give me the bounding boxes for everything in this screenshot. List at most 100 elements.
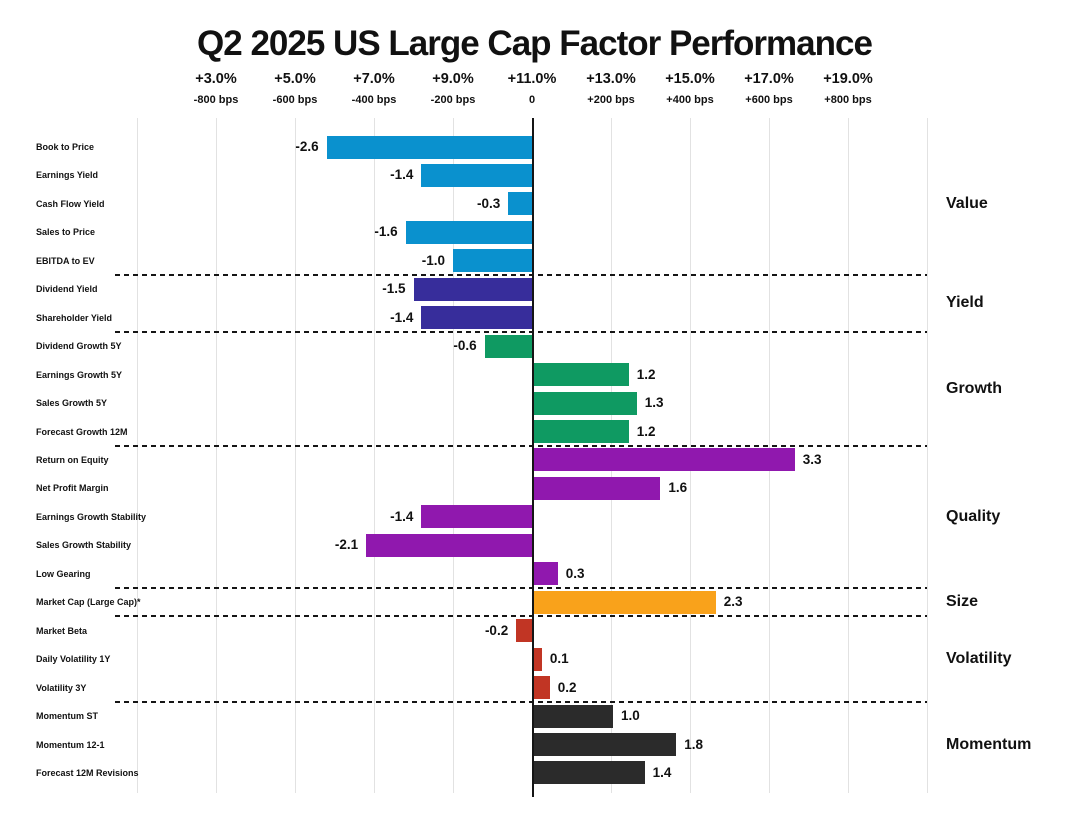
factor-bar-sales-to-price (405, 220, 532, 244)
factor-label-market-cap-large-cap: Market Cap (Large Cap)* (36, 597, 141, 608)
group-label-value: Value (946, 194, 988, 212)
factor-label-net-profit-margin: Net Profit Margin (36, 483, 109, 494)
factor-bar-book-to-price (326, 135, 532, 159)
factor-bar-earnings-growth-5y (534, 363, 629, 387)
axis-tick-pct-3-0: +3.0% (195, 71, 237, 87)
value-label-market-cap-large-cap: 2.3 (723, 594, 743, 610)
group-label-volatility: Volatility (946, 650, 1012, 668)
factor-bar-dividend-yield (413, 277, 532, 301)
axis-tick-bps-0: 0 (528, 94, 536, 106)
factor-label-sales-growth-5y: Sales Growth 5Y (36, 398, 108, 409)
factor-label-momentum-12-1: Momentum 12-1 (36, 739, 105, 750)
value-label-earnings-yield: -1.4 (390, 167, 414, 183)
group-separator-size-volatility (115, 615, 927, 618)
factor-label-momentum-st: Momentum ST (36, 711, 98, 722)
axis-tick-bps-200-bps: +200 bps (587, 94, 635, 106)
gridline (374, 118, 375, 793)
zero-axis-line (532, 118, 534, 797)
value-label-dividend-yield: -1.5 (382, 281, 406, 297)
value-label-sales-to-price: -1.6 (374, 224, 398, 240)
factor-bar-earnings-growth-stability (421, 505, 532, 529)
factor-label-market-beta: Market Beta (36, 625, 88, 636)
factor-label-cash-flow-yield: Cash Flow Yield (36, 198, 105, 209)
axis-tick-pct-9-0: +9.0% (432, 71, 474, 87)
axis-tick-bps-800-bps: +800 bps (824, 94, 872, 106)
factor-bar-daily-volatility-1y (534, 647, 542, 671)
factor-label-shareholder-yield: Shareholder Yield (36, 312, 113, 323)
value-label-shareholder-yield: -1.4 (390, 309, 414, 325)
gridline (453, 118, 454, 793)
value-label-low-gearing: 0.3 (565, 565, 585, 581)
value-label-daily-volatility-1y: 0.1 (549, 651, 569, 667)
factor-bar-market-cap-large-cap (534, 590, 716, 614)
factor-bar-momentum-st (534, 704, 613, 728)
factor-bar-net-profit-margin (534, 476, 661, 500)
value-label-momentum-st: 1.0 (621, 708, 640, 724)
gridline (295, 118, 296, 793)
factor-label-dividend-yield: Dividend Yield (36, 284, 98, 295)
group-label-momentum: Momentum (946, 735, 1032, 753)
axis-tick-pct-5-0: +5.0% (274, 71, 316, 87)
factor-label-book-to-price: Book to Price (36, 142, 95, 152)
group-separator-value-yield (115, 274, 927, 277)
group-separator-quality-size (115, 587, 927, 590)
factor-label-earnings-growth-5y: Earnings Growth 5Y (36, 369, 123, 380)
value-label-ebitda-to-ev: -1.0 (421, 252, 445, 268)
factor-label-low-gearing: Low Gearing (36, 568, 91, 579)
value-label-sales-growth-5y: 1.3 (644, 395, 664, 411)
value-label-forecast-12m-revisions: 1.4 (652, 764, 672, 780)
group-separator-growth-quality (115, 444, 927, 447)
group-label-size: Size (946, 593, 979, 611)
factor-label-sales-growth-stability: Sales Growth Stability (36, 540, 132, 551)
group-separator-volatility-momentum (115, 700, 927, 703)
axis-tick-pct-7-0: +7.0% (353, 71, 395, 87)
factor-label-forecast-12m-revisions: Forecast 12M Revisions (36, 767, 139, 778)
value-label-net-profit-margin: 1.6 (668, 480, 688, 496)
factor-bar-sales-growth-stability (366, 533, 532, 557)
factor-bar-forecast-growth-12m (534, 420, 629, 444)
value-label-book-to-price: -2.6 (295, 139, 319, 154)
factor-bar-low-gearing (534, 562, 558, 586)
factor-label-sales-to-price: Sales to Price (36, 227, 96, 238)
gridline (216, 118, 217, 793)
axis-tick-pct-17-0: +17.0% (744, 71, 794, 87)
factor-bar-return-on-equity (534, 448, 795, 472)
axis-tick-bps-800-bps: -800 bps (193, 94, 239, 106)
factor-bar-sales-growth-5y (534, 391, 637, 415)
gridline (927, 118, 928, 793)
factor-bar-cash-flow-yield (508, 192, 532, 216)
factor-label-daily-volatility-1y: Daily Volatility 1Y (36, 654, 111, 665)
factor-label-forecast-growth-12m: Forecast Growth 12M (36, 426, 128, 437)
axis-tick-pct-11-0: +11.0% (507, 71, 557, 87)
axis-tick-pct-13-0: +13.0% (586, 71, 636, 87)
chart-title: Q2 2025 US Large Cap Factor Performance (197, 24, 873, 63)
value-label-volatility-3y: 0.2 (557, 679, 577, 695)
factor-label-earnings-yield: Earnings Yield (36, 170, 99, 181)
gridline (137, 118, 138, 793)
factor-bar-market-beta (516, 619, 532, 643)
axis-tick-pct-19-0: +19.0% (823, 71, 873, 87)
group-label-growth: Growth (946, 379, 1002, 397)
axis-tick-bps-400-bps: +400 bps (666, 94, 714, 106)
value-label-market-beta: -0.2 (484, 622, 509, 638)
gridline (848, 118, 849, 793)
factor-label-ebitda-to-ev: EBITDA to EV (36, 255, 95, 266)
factor-label-earnings-growth-stability: Earnings Growth Stability (36, 511, 147, 522)
axis-tick-bps-400-bps: -400 bps (351, 94, 397, 106)
value-label-earnings-growth-stability: -1.4 (390, 508, 414, 524)
factor-label-return-on-equity: Return on Equity (36, 454, 109, 465)
group-label-yield: Yield (946, 294, 984, 312)
factor-bar-momentum-12-1 (534, 733, 677, 757)
value-label-earnings-growth-5y: 1.2 (636, 366, 656, 382)
factor-bar-ebitda-to-ev (453, 249, 532, 273)
value-label-sales-growth-stability: -2.1 (334, 537, 359, 553)
group-label-quality: Quality (946, 507, 1001, 525)
value-label-dividend-growth-5y: -0.6 (453, 338, 477, 354)
axis-tick-bps-600-bps: -600 bps (272, 94, 318, 106)
factor-bar-earnings-yield (421, 163, 532, 187)
factor-bar-forecast-12m-revisions (534, 761, 645, 785)
value-label-forecast-growth-12m: 1.2 (636, 423, 656, 439)
value-label-return-on-equity: 3.3 (802, 451, 822, 467)
axis-tick-pct-15-0: +15.0% (665, 71, 715, 87)
